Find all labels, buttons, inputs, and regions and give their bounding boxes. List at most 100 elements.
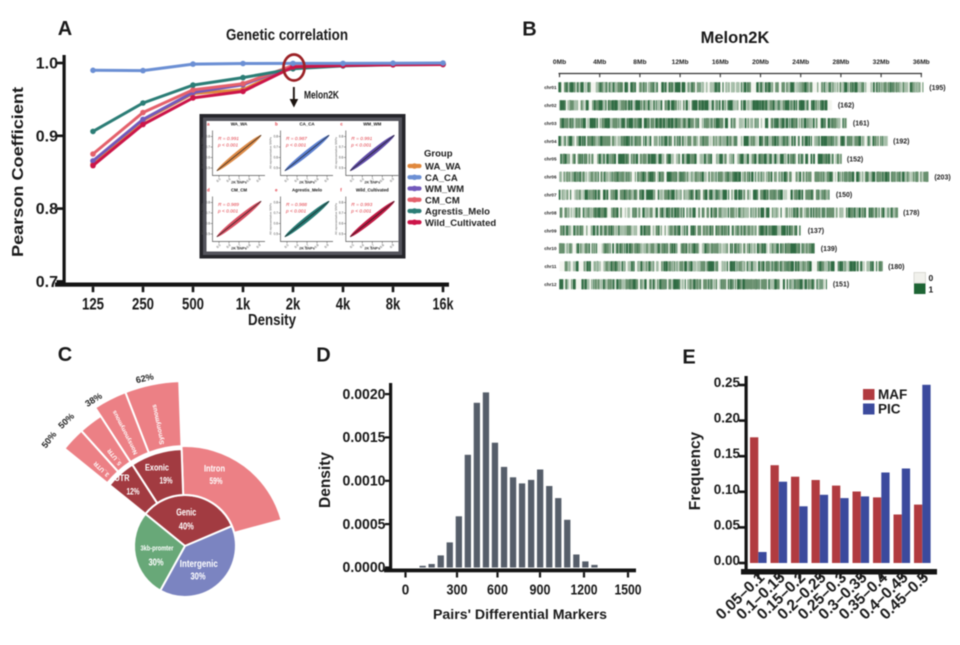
svg-text:0.8: 0.8 [36,201,58,218]
svg-text:900: 900 [530,582,551,599]
svg-text:(162): (162) [838,103,854,110]
svg-text:0.9: 0.9 [324,177,330,183]
svg-text:12%: 12% [127,487,140,498]
svg-text:(137): (137) [808,228,824,235]
svg-text:30%: 30% [191,572,206,583]
svg-text:0.25: 0.25 [714,375,741,390]
svg-text:B: B [522,19,536,41]
svg-text:0.6: 0.6 [274,222,279,226]
svg-text:chr02: chr02 [544,103,557,108]
svg-text:24Mb: 24Mb [792,59,809,66]
svg-text:0.7: 0.7 [206,145,211,149]
svg-text:R = 0.991: R = 0.991 [218,136,239,142]
svg-text:0.8: 0.8 [314,243,320,249]
svg-text:p < 0.001: p < 0.001 [350,209,371,215]
svg-text:0.05: 0.05 [714,517,741,532]
svg-text:0.7: 0.7 [304,243,310,249]
svg-text:Group: Group [424,149,453,160]
svg-text:0.7: 0.7 [369,243,375,249]
svg-text:chr04: chr04 [544,139,557,144]
svg-text:All representative SNPs: All representative SNPs [334,137,338,169]
svg-text:19%: 19% [160,476,173,487]
svg-text:8k: 8k [386,296,401,314]
svg-text:0.7: 0.7 [36,274,58,291]
svg-text:1: 1 [929,285,934,295]
svg-text:p < 0.001: p < 0.001 [285,209,306,215]
svg-text:chr01: chr01 [544,85,557,90]
svg-text:300: 300 [447,582,468,599]
svg-text:CM_CM: CM_CM [231,188,247,193]
svg-text:a: a [207,122,210,127]
svg-text:All representative SNPs: All representative SNPs [269,137,273,169]
svg-text:0.7: 0.7 [339,211,344,215]
svg-text:WM_WM: WM_WM [363,122,381,127]
svg-text:chr05: chr05 [544,157,557,162]
svg-text:(178): (178) [903,210,919,217]
svg-text:0.5: 0.5 [284,243,290,249]
svg-text:MAF: MAF [878,387,907,402]
svg-text:(152): (152) [847,156,863,163]
svg-text:(161): (161) [853,121,869,128]
svg-text:0.5: 0.5 [349,243,355,249]
svg-text:0.5: 0.5 [216,177,222,183]
svg-text:0.0015: 0.0015 [343,430,386,446]
svg-text:36Mb: 36Mb [913,59,930,66]
svg-text:Exonic: Exonic [145,463,169,474]
svg-text:59%: 59% [210,476,223,487]
svg-text:0.6: 0.6 [226,177,232,183]
svg-text:0.7: 0.7 [339,145,344,149]
svg-text:chr09: chr09 [544,228,557,233]
svg-text:chr12: chr12 [544,282,557,287]
svg-text:chr11: chr11 [544,264,556,269]
svg-text:0.5: 0.5 [206,166,211,170]
svg-text:0.6: 0.6 [359,243,365,249]
svg-text:p < 0.001: p < 0.001 [350,143,371,149]
svg-text:0.6: 0.6 [294,177,300,183]
svg-text:0.8: 0.8 [274,135,279,139]
svg-text:Agrestis_Melo: Agrestis_Melo [425,207,490,218]
svg-text:C: C [58,344,72,366]
svg-text:4k: 4k [336,296,351,314]
svg-text:(151): (151) [833,282,849,289]
svg-text:Wild_Cultivated: Wild_Cultivated [425,218,496,229]
svg-text:Melon2K: Melon2K [701,29,770,47]
svg-text:R = 0.993: R = 0.993 [351,202,372,208]
svg-text:0.8: 0.8 [379,177,385,183]
svg-text:28Mb: 28Mb [832,59,849,66]
svg-text:WA_WA: WA_WA [231,122,248,127]
svg-text:4Mb: 4Mb [593,59,606,66]
svg-text:2K SNPs: 2K SNPs [299,247,315,251]
svg-text:UTR: UTR [115,473,130,484]
svg-text:2K SNPs: 2K SNPs [231,247,247,251]
svg-text:0.9: 0.9 [36,128,58,145]
svg-text:0.8: 0.8 [206,135,211,139]
svg-text:Pairs' Differential Markers: Pairs' Differential Markers [433,607,607,622]
svg-text:Melon2K: Melon2K [304,90,339,102]
svg-text:0.6: 0.6 [206,222,211,226]
svg-text:R = 0.989: R = 0.989 [218,202,239,208]
svg-text:0.6: 0.6 [294,243,300,249]
svg-text:1.0: 1.0 [36,56,58,73]
svg-text:0.6: 0.6 [359,177,365,183]
svg-text:12Mb: 12Mb [672,59,689,66]
svg-text:0.8: 0.8 [246,177,252,183]
svg-text:0.9: 0.9 [324,243,330,249]
svg-text:f: f [340,188,342,193]
svg-text:62%: 62% [135,371,155,385]
svg-text:CM_CM: CM_CM [425,195,460,206]
svg-text:0.8: 0.8 [339,135,344,139]
svg-text:chr08: chr08 [544,210,557,215]
svg-text:0.5: 0.5 [274,166,279,170]
svg-text:d: d [207,188,210,193]
svg-text:1k: 1k [236,296,251,314]
svg-text:0: 0 [402,582,410,599]
svg-text:2K SNPs: 2K SNPs [364,181,380,185]
svg-text:chr03: chr03 [544,121,557,126]
svg-text:0.9: 0.9 [256,243,262,249]
svg-text:chr06: chr06 [544,175,557,180]
svg-text:e: e [275,188,278,193]
svg-text:0.20: 0.20 [714,411,740,426]
svg-text:0.5: 0.5 [216,243,222,249]
svg-text:0.10: 0.10 [714,482,740,497]
svg-text:Density: Density [248,312,296,329]
